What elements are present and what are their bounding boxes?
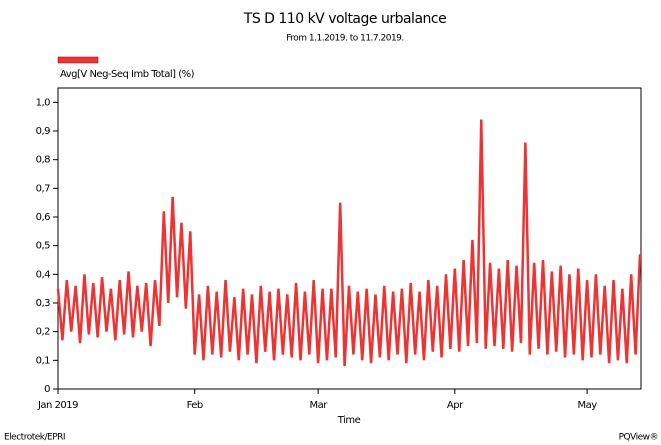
y-tick-label: 0,8 xyxy=(36,155,51,166)
y-tick-label: 0,3 xyxy=(36,298,51,309)
y-tick-label: 1,0 xyxy=(36,97,51,108)
chart-subtitle: From 1.1.2019. to 11.7.2019. xyxy=(286,34,404,44)
chart-title: TS D 110 kV voltage urbalance xyxy=(243,11,446,27)
legend-label: Avg[V Neg-Seq Imb Total] (%) xyxy=(60,69,195,80)
y-tick-label: 0,6 xyxy=(36,212,51,223)
footer-right: PQView® xyxy=(619,433,658,443)
y-tick-label: 0,2 xyxy=(36,327,51,338)
x-tick-label: Jan 2019 xyxy=(37,400,78,411)
y-tick-label: 0,4 xyxy=(36,269,51,280)
y-tick-label: 0 xyxy=(44,384,50,395)
y-tick-label: 0,5 xyxy=(36,241,51,252)
footer-left: Electrotek/EPRI xyxy=(4,433,65,443)
y-tick-label: 0,9 xyxy=(36,126,51,137)
x-tick-label: Mar xyxy=(309,400,328,411)
x-tick-label: Apr xyxy=(447,400,464,411)
y-tick-label: 0,7 xyxy=(36,183,51,194)
x-tick-label: Feb xyxy=(187,400,203,411)
data-line xyxy=(56,119,642,367)
legend-swatch xyxy=(57,56,99,64)
y-tick-label: 0,1 xyxy=(36,355,51,366)
plot-frame xyxy=(57,87,642,390)
x-axis-title: Time xyxy=(337,415,361,426)
x-tick-label: May xyxy=(577,400,597,411)
